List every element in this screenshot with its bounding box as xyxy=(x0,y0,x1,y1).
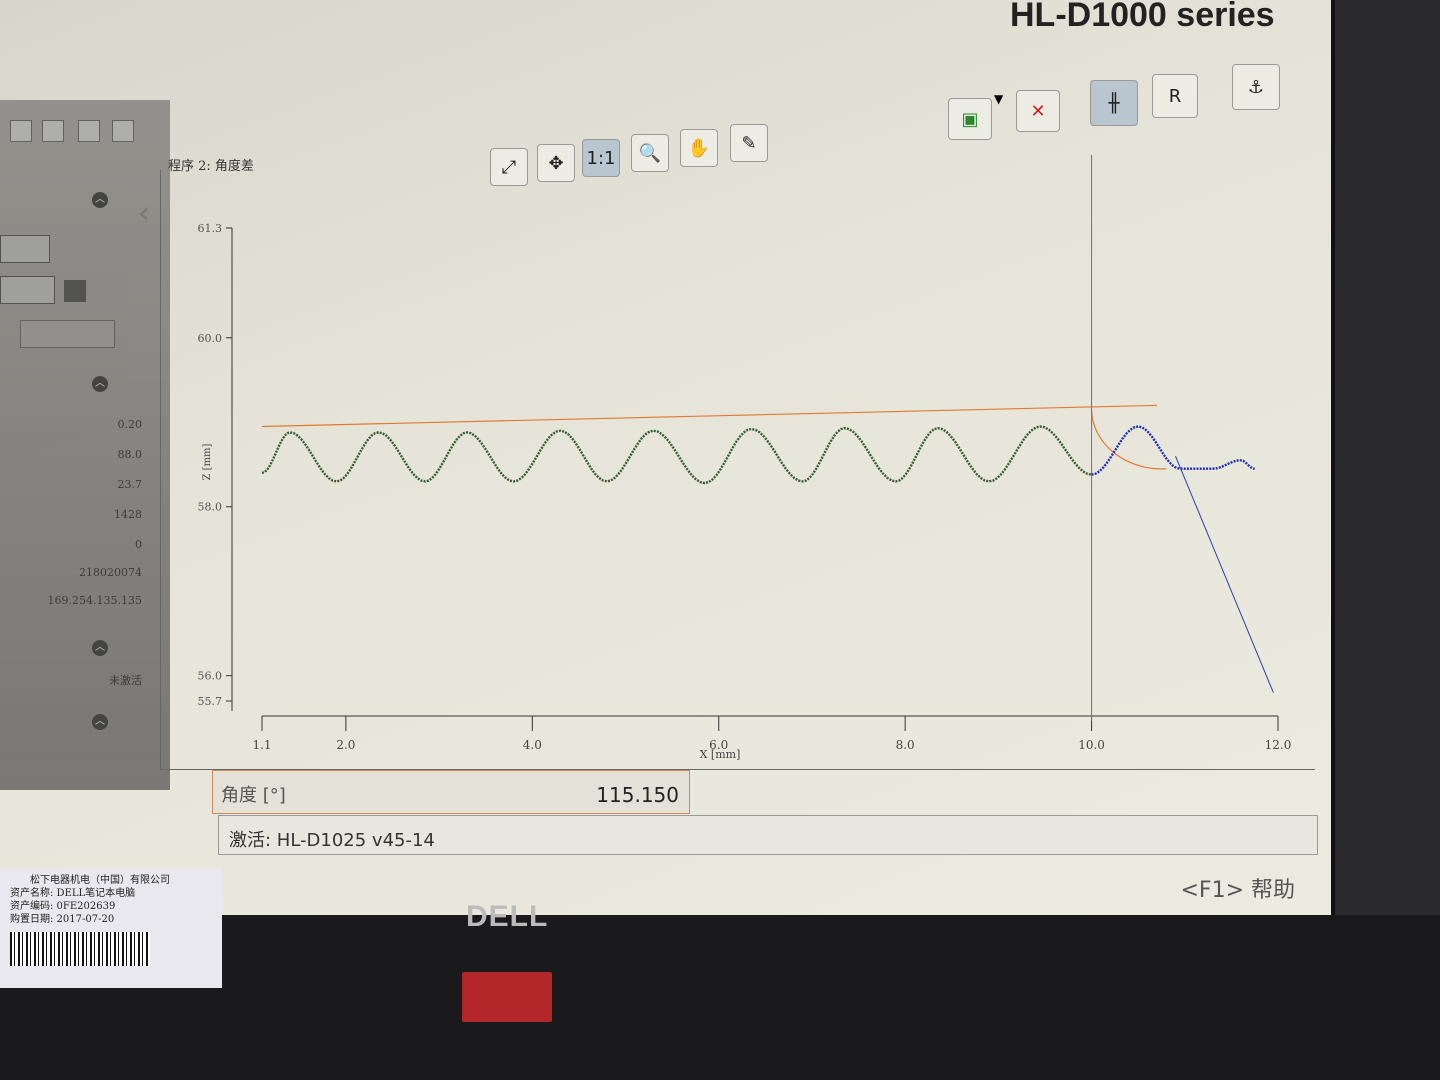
screen: HL-D1000 series ︿ ︿ 0.20 88.0 23.7 1428 … xyxy=(0,0,1335,915)
zoom-button[interactable]: 🔍 xyxy=(631,134,669,172)
status-text: 激活: HL-D1025 v45-14 xyxy=(229,830,435,851)
y-tick-label: 55.7 xyxy=(198,695,223,708)
print-icon[interactable] xyxy=(112,120,134,142)
collapse-chevron-icon[interactable]: ︿ xyxy=(92,714,108,730)
profile-series-1 xyxy=(1091,425,1255,476)
red-indicator xyxy=(462,972,552,1022)
magnifier-icon: 🔍 xyxy=(638,142,662,164)
fit-line xyxy=(1175,455,1274,693)
reference-icon: R xyxy=(1168,85,1182,107)
delete-icon: ✕ xyxy=(1030,100,1046,122)
y-tick-label: 58.0 xyxy=(198,501,223,514)
param-value: 1428 xyxy=(114,508,142,521)
y-tick-label: 60.0 xyxy=(198,332,223,345)
eyedropper-icon: ✎ xyxy=(741,132,757,154)
hand-icon: ✋ xyxy=(687,137,711,159)
angle-label: 角度 [°] xyxy=(221,785,286,806)
brand-logo: DELL xyxy=(466,900,549,933)
inactive-label: 未激活 xyxy=(109,674,142,687)
cursor-mode-button[interactable]: ╫ xyxy=(1090,80,1138,126)
chart-frame xyxy=(160,170,1315,770)
save-as-icon[interactable] xyxy=(42,120,64,142)
pause-button[interactable] xyxy=(64,280,86,302)
y-axis-label: Z [mm] xyxy=(202,443,213,480)
save-icon[interactable] xyxy=(10,120,32,142)
profile-series-0 xyxy=(261,425,1092,485)
program-title: 程序 2: 角度差 xyxy=(168,159,254,174)
param-value: 88.0 xyxy=(117,448,143,461)
profile-chart[interactable]: 61.3 60.0 58.0 56.0 55.7 1.1 2.0 4.0 6.0 8.0 10.0 1… xyxy=(0,0,1335,780)
expand-icon: ⤢ xyxy=(501,156,517,178)
x-tick-label: 4.0 xyxy=(523,738,542,752)
collapse-chevron-icon[interactable]: ︿ xyxy=(92,640,108,656)
x-tick-label: 2.0 xyxy=(336,738,355,752)
app-title: HL-D1000 series xyxy=(1010,0,1275,34)
anchor-button[interactable]: ⚓ xyxy=(1232,64,1280,110)
collapse-chevron-icon[interactable]: ︿ xyxy=(92,376,108,392)
delete-button[interactable]: ✕ xyxy=(1016,90,1060,132)
barcode xyxy=(10,932,150,966)
x-tick-label: 12.0 xyxy=(1265,738,1292,752)
help-hint[interactable]: <F1> 帮助 xyxy=(1180,878,1295,903)
dropdown-arrow-icon[interactable]: ▼ xyxy=(994,92,1004,106)
select-region-icon: ▣ xyxy=(961,108,979,130)
x-tick-label: 8.0 xyxy=(896,738,915,752)
auto-scale-button[interactable]: ✥ xyxy=(537,144,575,182)
export-icon[interactable] xyxy=(78,120,100,142)
select-region-button[interactable]: ▣ xyxy=(948,98,992,140)
auto-scale-icon: ✥ xyxy=(548,152,564,174)
one-to-one-button[interactable]: 1:1 xyxy=(582,139,620,177)
cursor-line-icon: ╫ xyxy=(1108,92,1120,114)
reference-line xyxy=(261,404,1157,428)
one-to-one-label: 1:1 xyxy=(586,147,616,169)
asset-code: 资产编码: 0FE202639 xyxy=(10,901,116,912)
angle-result-box: 角度 [°] 115.150 xyxy=(212,770,690,814)
param-value: 169.254.135.135 xyxy=(47,594,142,607)
reference-mode-button[interactable]: R xyxy=(1152,74,1198,118)
y-tick-label: 56.0 xyxy=(198,670,223,683)
asset-name: 资产名称: DELL笔记本电脑 xyxy=(10,888,136,899)
asset-date: 购置日期: 2017-07-20 xyxy=(10,914,115,925)
collapse-chevron-icon[interactable]: ︿ xyxy=(92,192,108,208)
fit-view-button[interactable]: ⤢ xyxy=(490,148,528,186)
angle-value: 115.150 xyxy=(596,783,679,807)
mode-dropdown[interactable] xyxy=(0,235,50,263)
param-value: 23.7 xyxy=(117,478,143,491)
left-panel: ︿ ︿ 0.20 88.0 23.7 1428 0 218020074 169.… xyxy=(0,100,170,790)
param-value: 0 xyxy=(135,538,142,551)
laptop-bezel xyxy=(0,915,1440,1080)
eyedropper-button[interactable]: ✎ xyxy=(730,124,768,162)
back-chevron-icon[interactable]: ‹ xyxy=(138,196,150,231)
asset-label: 松下电器机电（中国）有限公司 资产名称: DELL笔记本电脑 资产编码: 0FE… xyxy=(0,868,222,988)
x-tick-label: 10.0 xyxy=(1078,738,1105,752)
x-axis-label: X [mm] xyxy=(700,748,741,761)
value-stepper[interactable] xyxy=(0,276,55,304)
x-tick-label: 1.1 xyxy=(252,738,271,752)
asset-company: 松下电器机电（中国）有限公司 xyxy=(30,875,170,886)
pan-button[interactable]: ✋ xyxy=(680,129,718,167)
param-value: 218020074 xyxy=(79,566,142,579)
param-value: 0.20 xyxy=(117,418,143,431)
x-tick-label: 6.0 xyxy=(709,738,728,752)
anchor-icon: ⚓ xyxy=(1247,76,1265,98)
status-bar: 激活: HL-D1025 v45-14 xyxy=(218,815,1318,855)
apply-button[interactable] xyxy=(20,320,115,348)
y-tick-label: 61.3 xyxy=(198,222,223,235)
